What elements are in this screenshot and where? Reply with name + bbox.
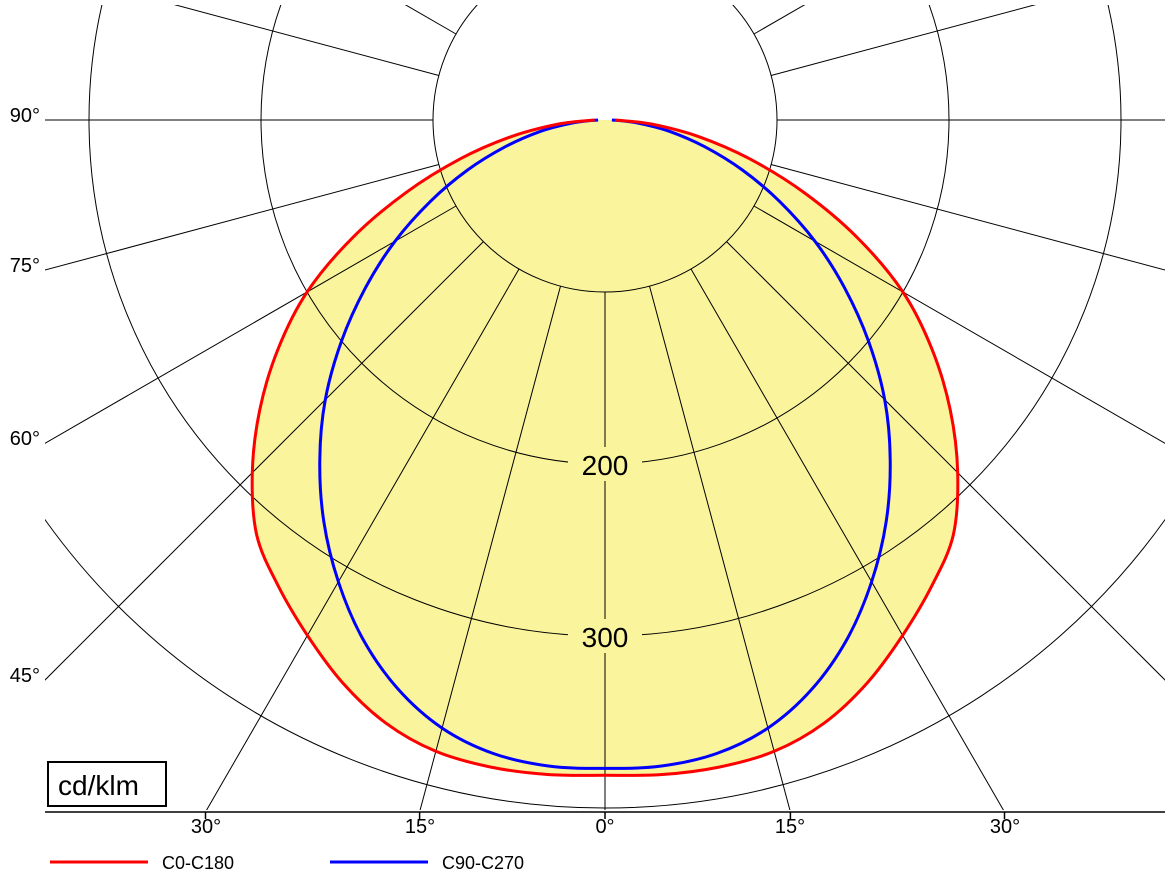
left-tick-60: 60° [10,428,40,450]
grid-radial--15deg [419,285,561,810]
units-label: cd/klm [58,770,139,801]
units-box-frame [47,761,167,807]
bottom-tick-15-right: 15° [775,816,805,838]
left-tick-90: 90° [10,105,40,127]
curve-c90-c270 [318,118,892,770]
label-patch-300 [568,619,642,653]
left-tick-45: 45° [10,665,40,687]
bottom-angle-labels: 30° 15° 0° 15° 30° [191,816,1020,838]
circle-label-200: 200 [582,450,629,481]
left-angle-labels: 90° 75° 60° 45° [10,105,40,687]
grid-radial--45deg [45,241,484,681]
grid-radial-105deg [770,5,1037,76]
bottom-tick-0: 0° [595,816,614,838]
grid-radial--120deg [404,5,457,35]
left-tick-75: 75° [10,255,40,277]
legend-label-c0-c180: C0-C180 [162,853,234,873]
grid-radial-45deg [726,241,1165,681]
grid-radial-15deg [649,285,791,810]
units-box: cd/klm [47,761,167,807]
grid-radial--30deg [206,268,520,810]
legend: C0-C180 C90-C270 [50,853,524,873]
bottom-tick-30-left: 30° [191,816,221,838]
curve-c0-c180 [250,118,960,777]
grid-radial-30deg [690,268,1004,810]
bottom-axis-ticks [204,812,1006,819]
grid-radial--105deg [173,5,440,76]
grid-radial--75deg [45,164,440,271]
legend-label-c90-c270: C90-C270 [442,853,524,873]
grid-radial--60deg [45,205,457,444]
bottom-tick-15-left: 15° [405,816,435,838]
label-patch-200 [568,447,642,481]
intensity-curves-layer [250,118,960,777]
circle-value-labels: 200 300 [568,447,642,653]
bottom-tick-30-right: 30° [990,816,1020,838]
grid-radial-60deg [753,205,1165,444]
circle-label-300: 300 [582,622,629,653]
grid-radial-75deg [770,164,1165,271]
